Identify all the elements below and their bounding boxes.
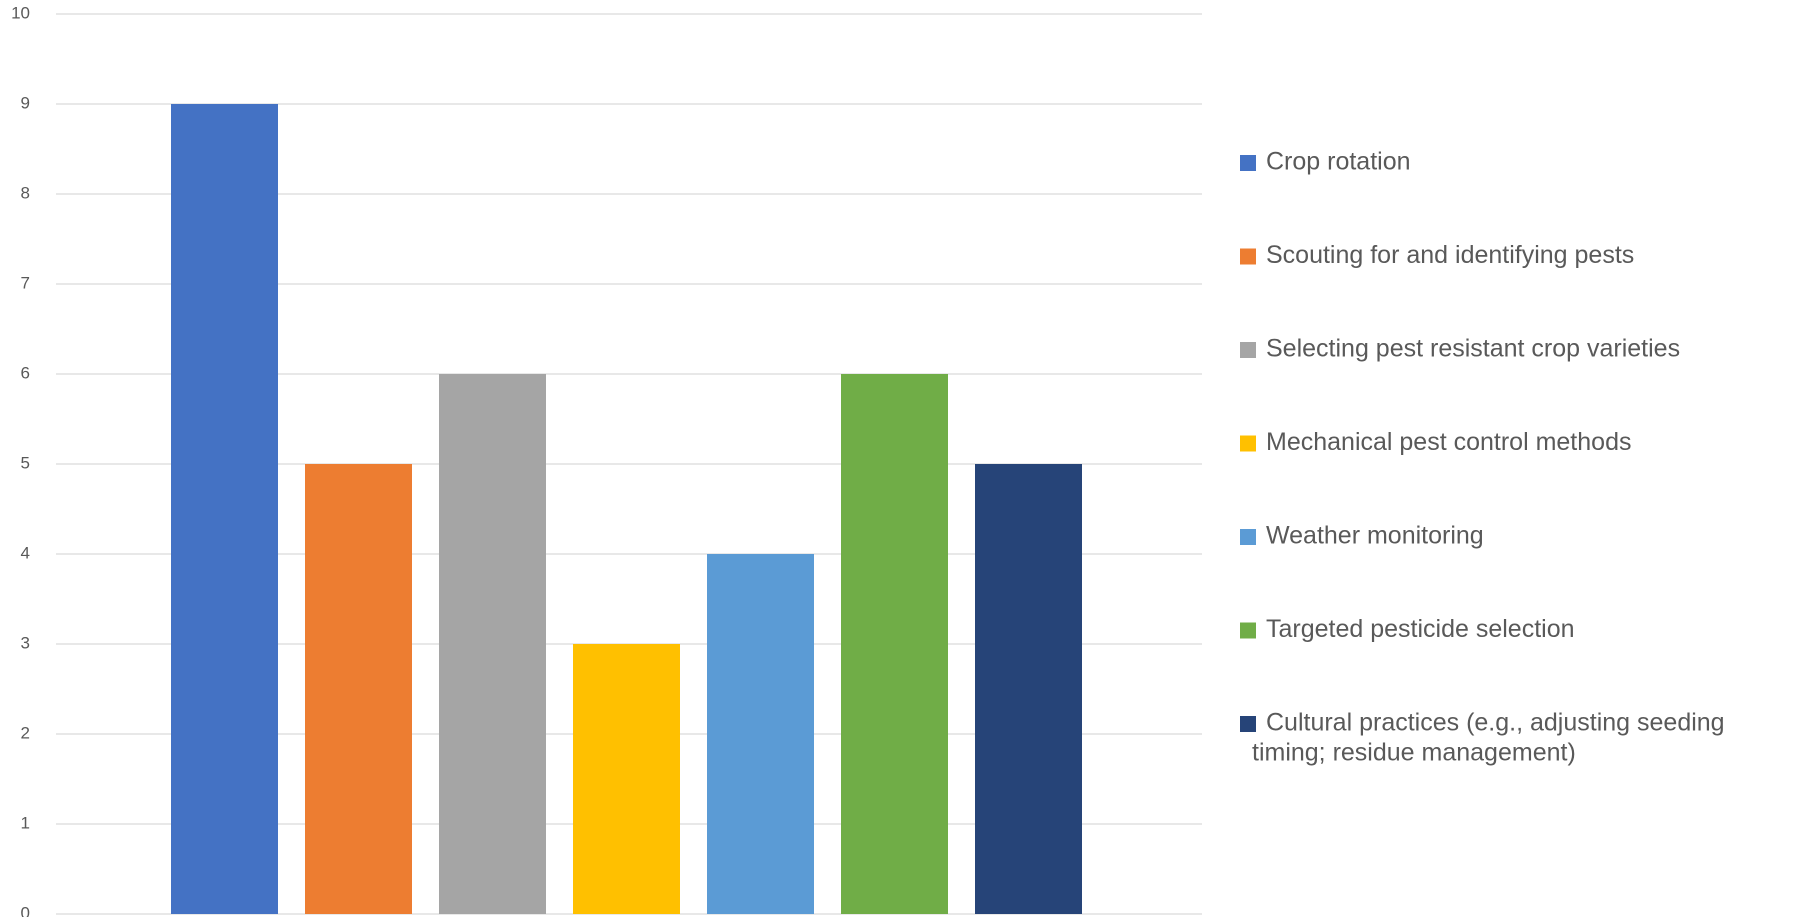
legend-swatch bbox=[1240, 622, 1256, 639]
legend-label: Mechanical pest control methods bbox=[1266, 428, 1631, 456]
legend-item: Crop rotation bbox=[1240, 148, 1411, 176]
bar bbox=[305, 464, 412, 914]
legend-item: Targeted pesticide selection bbox=[1240, 615, 1575, 643]
y-tick-label: 4 bbox=[21, 543, 30, 562]
y-tick-label: 5 bbox=[21, 453, 30, 472]
y-tick-label: 10 bbox=[11, 3, 30, 22]
legend-item: Cultural practices (e.g., adjusting seed… bbox=[1240, 709, 1725, 767]
y-tick-label: 0 bbox=[21, 903, 30, 917]
legend-label: Weather monitoring bbox=[1266, 522, 1484, 550]
y-tick-label: 1 bbox=[21, 813, 30, 832]
legend-item: Scouting for and identifying pests bbox=[1240, 241, 1634, 269]
y-tick-label: 6 bbox=[21, 363, 30, 382]
y-tick-label: 2 bbox=[21, 723, 30, 742]
bar bbox=[841, 374, 948, 914]
legend-swatch bbox=[1240, 529, 1256, 545]
legend-item: Selecting pest resistant crop varieties bbox=[1240, 335, 1680, 363]
legend-swatch bbox=[1240, 342, 1256, 358]
y-tick-label: 3 bbox=[21, 633, 30, 652]
bar bbox=[439, 374, 546, 914]
legend-label: Cultural practices (e.g., adjusting seed… bbox=[1266, 709, 1725, 737]
bar bbox=[707, 554, 814, 914]
y-tick-label: 7 bbox=[21, 273, 30, 292]
legend-label: timing; residue management) bbox=[1252, 739, 1576, 767]
legend-item: Mechanical pest control methods bbox=[1240, 428, 1631, 456]
legend-label: Targeted pesticide selection bbox=[1266, 615, 1575, 643]
legend-label: Scouting for and identifying pests bbox=[1266, 241, 1634, 269]
legend-swatch bbox=[1240, 435, 1256, 452]
y-tick-label: 9 bbox=[21, 93, 30, 112]
legend-swatch bbox=[1240, 155, 1256, 171]
bar bbox=[573, 644, 680, 914]
y-tick-label: 8 bbox=[21, 183, 30, 202]
bar bbox=[171, 104, 278, 914]
legend-item: Weather monitoring bbox=[1240, 522, 1484, 550]
legend: Crop rotation Scouting for and identifyin… bbox=[1240, 148, 1725, 767]
bar bbox=[975, 464, 1082, 914]
bars bbox=[171, 104, 1082, 914]
legend-label: Crop rotation bbox=[1266, 148, 1411, 176]
legend-swatch bbox=[1240, 248, 1256, 265]
y-axis-ticks: 0 1 2 3 4 5 6 7 8 9 10 bbox=[11, 3, 30, 922]
legend-swatch bbox=[1240, 716, 1256, 732]
legend-label: Selecting pest resistant crop varieties bbox=[1266, 335, 1680, 363]
